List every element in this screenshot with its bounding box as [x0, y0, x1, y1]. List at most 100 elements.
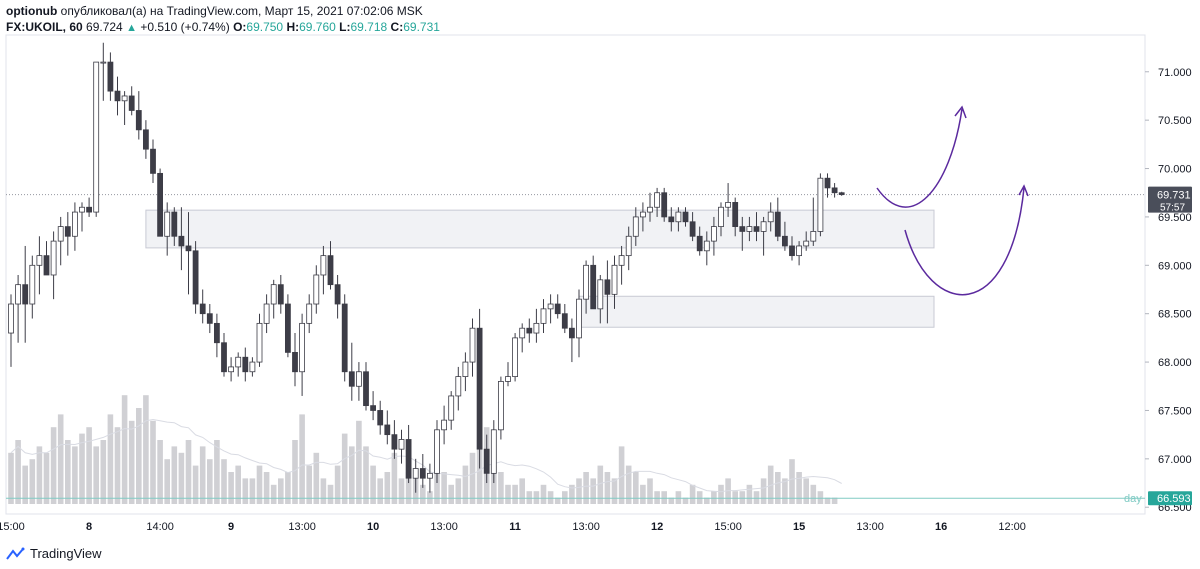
- candle-body: [306, 303, 313, 324]
- candle-body: [810, 231, 817, 242]
- volume-bar: [448, 484, 454, 504]
- candle-body: [142, 129, 149, 150]
- volume-bar: [682, 497, 689, 504]
- open-value: 69.750: [246, 20, 284, 34]
- y-tick-label: 69.000: [1158, 260, 1192, 272]
- volume-bar: [192, 465, 199, 504]
- last-price-label: 69.731: [1157, 190, 1191, 202]
- volume-bar: [618, 446, 625, 504]
- volume-bar: [43, 452, 50, 504]
- candle-body: [178, 235, 185, 247]
- volume-bar: [746, 484, 753, 504]
- candle-body: [519, 327, 526, 339]
- candle-body: [50, 240, 57, 276]
- volume-bar: [185, 440, 192, 504]
- volume-bar: [278, 478, 284, 504]
- tradingview-footer[interactable]: TradingView: [6, 544, 102, 564]
- volume-bar: [249, 478, 256, 504]
- x-tick-label: 14:00: [146, 521, 174, 533]
- candle-body: [426, 472, 433, 479]
- volume-bar: [547, 491, 554, 504]
- candle-body: [732, 202, 739, 228]
- volume-bar: [8, 452, 14, 504]
- candle-body: [753, 226, 760, 232]
- volume-bar: [441, 472, 447, 504]
- candle-body: [206, 313, 213, 324]
- volume-bar: [270, 484, 277, 504]
- candle-body: [263, 303, 270, 324]
- x-tick-label: 16: [935, 521, 947, 533]
- volume-bar: [554, 497, 561, 504]
- candle-body: [632, 216, 639, 237]
- volume-bar: [796, 472, 802, 504]
- x-tick-label: 13:00: [856, 521, 884, 533]
- projection-arrows: [876, 105, 1029, 296]
- candle-body: [469, 327, 476, 363]
- y-tick-label: 67.000: [1158, 454, 1192, 466]
- volume-bar: [292, 440, 298, 504]
- volume-bar: [398, 478, 405, 504]
- volume-average-line: [10, 418, 842, 493]
- candle-body: [114, 90, 121, 102]
- candle-body: [576, 298, 582, 339]
- candle-body: [462, 361, 469, 377]
- x-tick-label: 15:00: [714, 521, 742, 533]
- candle-body: [299, 322, 306, 373]
- volume-bar: [696, 491, 703, 504]
- volume-bar: [384, 472, 391, 504]
- volume-bar: [114, 427, 121, 504]
- price-change: +0.510 (+0.74%): [140, 20, 230, 34]
- candle-body: [256, 322, 263, 363]
- x-tick-label: 13:00: [288, 521, 316, 533]
- candle-body: [725, 202, 731, 208]
- projection-arrowhead-upper: [954, 105, 967, 119]
- volume-bar: [810, 484, 817, 504]
- candle-body: [739, 226, 746, 232]
- author-name[interactable]: optionub: [6, 4, 58, 18]
- candle-body: [277, 284, 284, 305]
- volume-bar: [79, 433, 85, 504]
- volume-bars: [8, 395, 842, 504]
- zones: [145, 209, 935, 328]
- volume-bar: [72, 446, 78, 504]
- volume-bar: [199, 446, 206, 504]
- last-price: 69.724: [86, 20, 123, 34]
- y-tick-label: 68.000: [1158, 357, 1192, 369]
- candle-body: [540, 308, 547, 324]
- volume-bar: [171, 446, 178, 504]
- volume-bar: [767, 465, 774, 504]
- volume-bar: [150, 420, 156, 504]
- open-label: O:: [233, 20, 247, 34]
- candle-body: [647, 206, 653, 213]
- candle-body: [150, 148, 156, 174]
- candle-body: [497, 381, 504, 431]
- symbol-label[interactable]: FX:UKOIL, 60: [6, 20, 83, 34]
- tradingview-logo-icon: [6, 547, 25, 560]
- candle-body: [625, 235, 632, 257]
- candle-body: [93, 61, 100, 213]
- candle-body: [569, 327, 575, 339]
- candle-body: [774, 211, 781, 237]
- candle-body: [760, 221, 767, 232]
- volume-bar: [341, 433, 348, 504]
- x-tick-label: 11: [509, 521, 521, 533]
- volume-bar: [732, 491, 738, 504]
- candle-body: [419, 468, 426, 479]
- candle-body: [441, 419, 448, 431]
- volume-bar: [256, 465, 263, 504]
- volume-bar: [377, 478, 383, 504]
- volume-bar: [725, 478, 731, 504]
- candle-body: [718, 206, 724, 227]
- volume-bar: [540, 484, 547, 504]
- volume-bar: [313, 452, 320, 504]
- volume-bar: [356, 420, 362, 504]
- candle-body: [8, 303, 14, 334]
- candle-body: [135, 110, 142, 131]
- candle-body: [363, 371, 369, 407]
- volume-bar: [143, 395, 149, 504]
- candle-body: [817, 177, 824, 232]
- candle-body: [43, 255, 50, 276]
- volume-bar: [320, 478, 327, 504]
- candle-body: [405, 439, 412, 479]
